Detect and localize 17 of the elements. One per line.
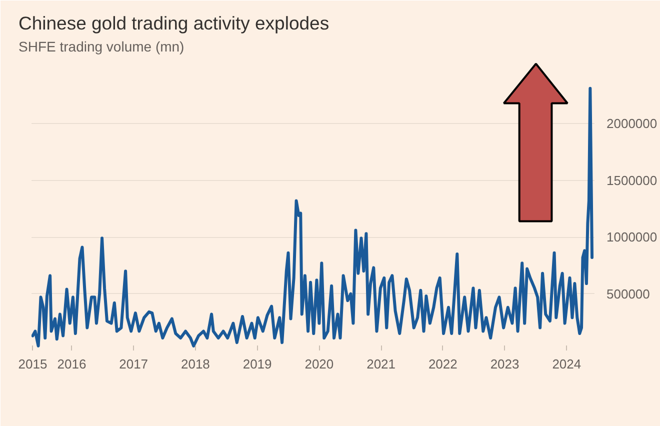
x-tick-label: 2023 (490, 356, 520, 372)
x-tick-label: 2022 (428, 356, 458, 372)
x-tick-label: 2016 (57, 356, 86, 372)
x-tick-label: 2018 (180, 356, 210, 372)
y-tick-label: 1500000 (606, 172, 658, 188)
x-tick-label: 2015 (18, 356, 48, 372)
x-tick-label: 2024 (552, 356, 582, 372)
chart-subtitle: SHFE trading volume (mn) (18, 38, 184, 54)
y-tick-label: 1000000 (606, 230, 658, 245)
chart-title: Chinese gold trading activity explodes (18, 12, 330, 34)
x-tick-label: 2021 (366, 356, 396, 372)
x-tick-label: 2019 (242, 356, 272, 372)
y-tick-label: 2000000 (606, 116, 658, 132)
x-tick-label: 2020 (304, 356, 334, 372)
x-tick-label: 2017 (119, 356, 148, 372)
y-tick-label: 500000 (606, 286, 650, 302)
line-series (32, 86, 594, 348)
